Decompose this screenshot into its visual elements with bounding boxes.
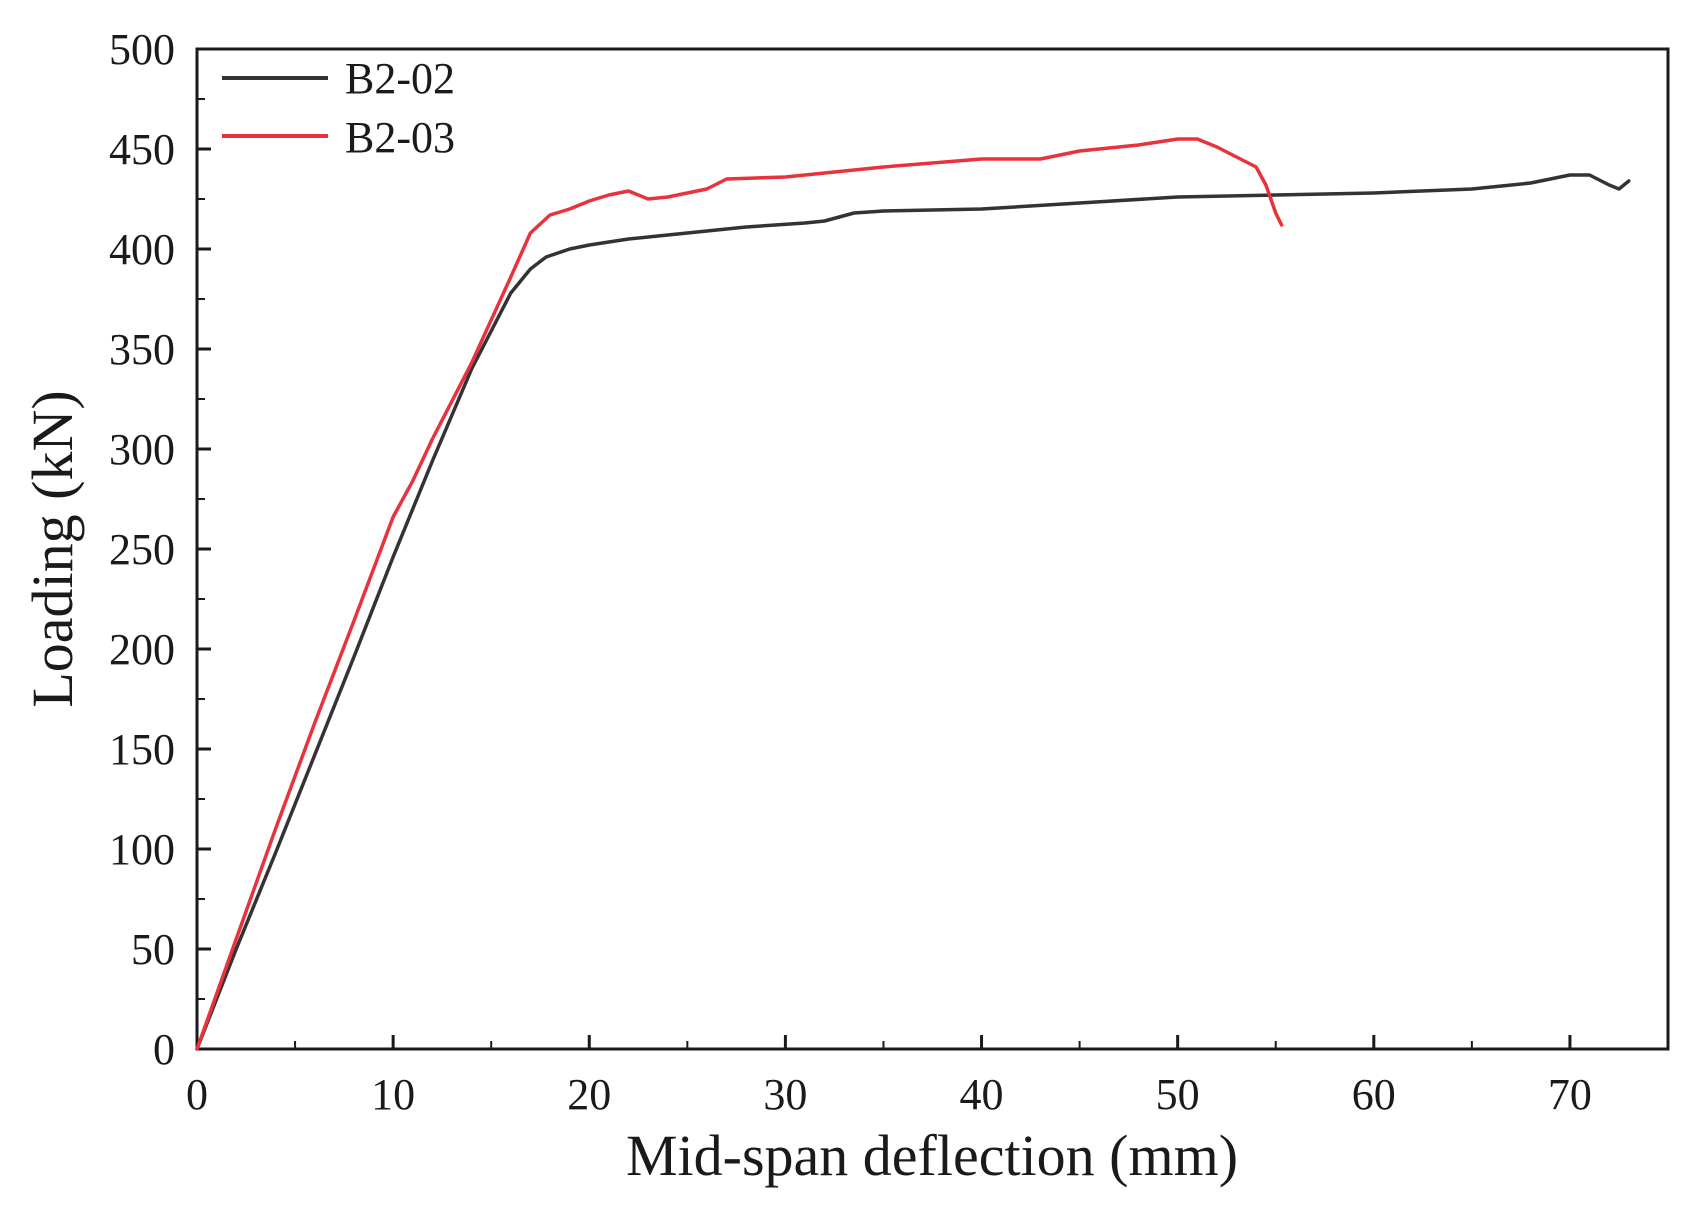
x-axis-tick-labels: 0 10 20 30 40 50 60 70 bbox=[186, 1070, 1592, 1119]
x-tick-label: 40 bbox=[960, 1070, 1004, 1119]
y-tick-label: 100 bbox=[109, 825, 175, 874]
y-tick-label: 500 bbox=[109, 25, 175, 74]
y-tick-label: 0 bbox=[153, 1025, 175, 1074]
x-tick-label: 0 bbox=[186, 1070, 208, 1119]
x-tick-label: 50 bbox=[1156, 1070, 1200, 1119]
y-tick-label: 450 bbox=[109, 125, 175, 174]
legend-label-b2-03: B2-03 bbox=[345, 113, 455, 162]
legend: B2-02 B2-03 bbox=[222, 54, 455, 162]
y-axis-tick-labels: 0 50 100 150 200 250 300 350 400 450 500 bbox=[109, 25, 175, 1074]
y-tick-label: 350 bbox=[109, 325, 175, 374]
y-tick-label: 150 bbox=[109, 725, 175, 774]
y-tick-label: 400 bbox=[109, 225, 175, 274]
x-tick-label: 30 bbox=[763, 1070, 807, 1119]
x-tick-label: 20 bbox=[567, 1070, 611, 1119]
x-tick-label: 70 bbox=[1548, 1070, 1592, 1119]
y-tick-label: 250 bbox=[109, 525, 175, 574]
x-tick-label: 60 bbox=[1352, 1070, 1396, 1119]
x-axis-ticks bbox=[195, 1035, 1572, 1049]
legend-label-b2-02: B2-02 bbox=[345, 54, 455, 103]
y-axis-title: Loading (kN) bbox=[20, 390, 85, 707]
y-axis-ticks bbox=[197, 47, 211, 1051]
y-tick-label: 50 bbox=[131, 925, 175, 974]
y-tick-label: 300 bbox=[109, 425, 175, 474]
plot-frame bbox=[195, 47, 1670, 1051]
x-tick-label: 10 bbox=[371, 1070, 415, 1119]
series-layer bbox=[195, 137, 1631, 1051]
series-line-b2-03 bbox=[195, 137, 1284, 1051]
series-line-b2-02 bbox=[195, 173, 1631, 1051]
y-tick-label: 200 bbox=[109, 625, 175, 674]
x-axis-title: Mid-span deflection (mm) bbox=[626, 1123, 1238, 1188]
